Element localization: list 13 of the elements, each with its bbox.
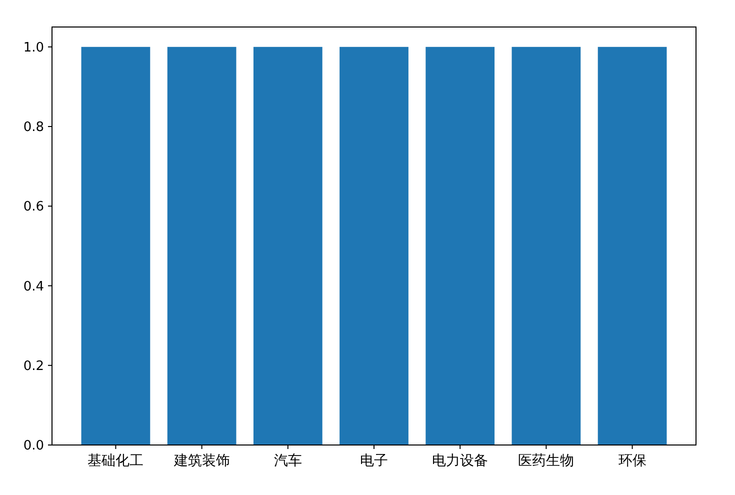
x-tick-label: 建筑装饰 [172,453,230,469]
y-tick-label: 0.0 [23,438,44,454]
x-tick-label: 电力设备 [432,453,488,469]
y-tick-label: 0.6 [23,200,44,215]
y-tick-label: 0.8 [23,120,44,136]
x-tick-label: 电子 [360,453,388,469]
y-tick-label: 1.0 [23,40,44,56]
x-tick-label: 基础化工 [88,453,144,469]
x-tick-label: 环保 [618,453,646,469]
x-tick-label: 医药生物 [518,453,574,469]
y-tick-label: 0.2 [23,358,44,374]
y-tick-label: 0.4 [23,279,44,294]
x-tick-label: 汽车 [274,453,302,469]
